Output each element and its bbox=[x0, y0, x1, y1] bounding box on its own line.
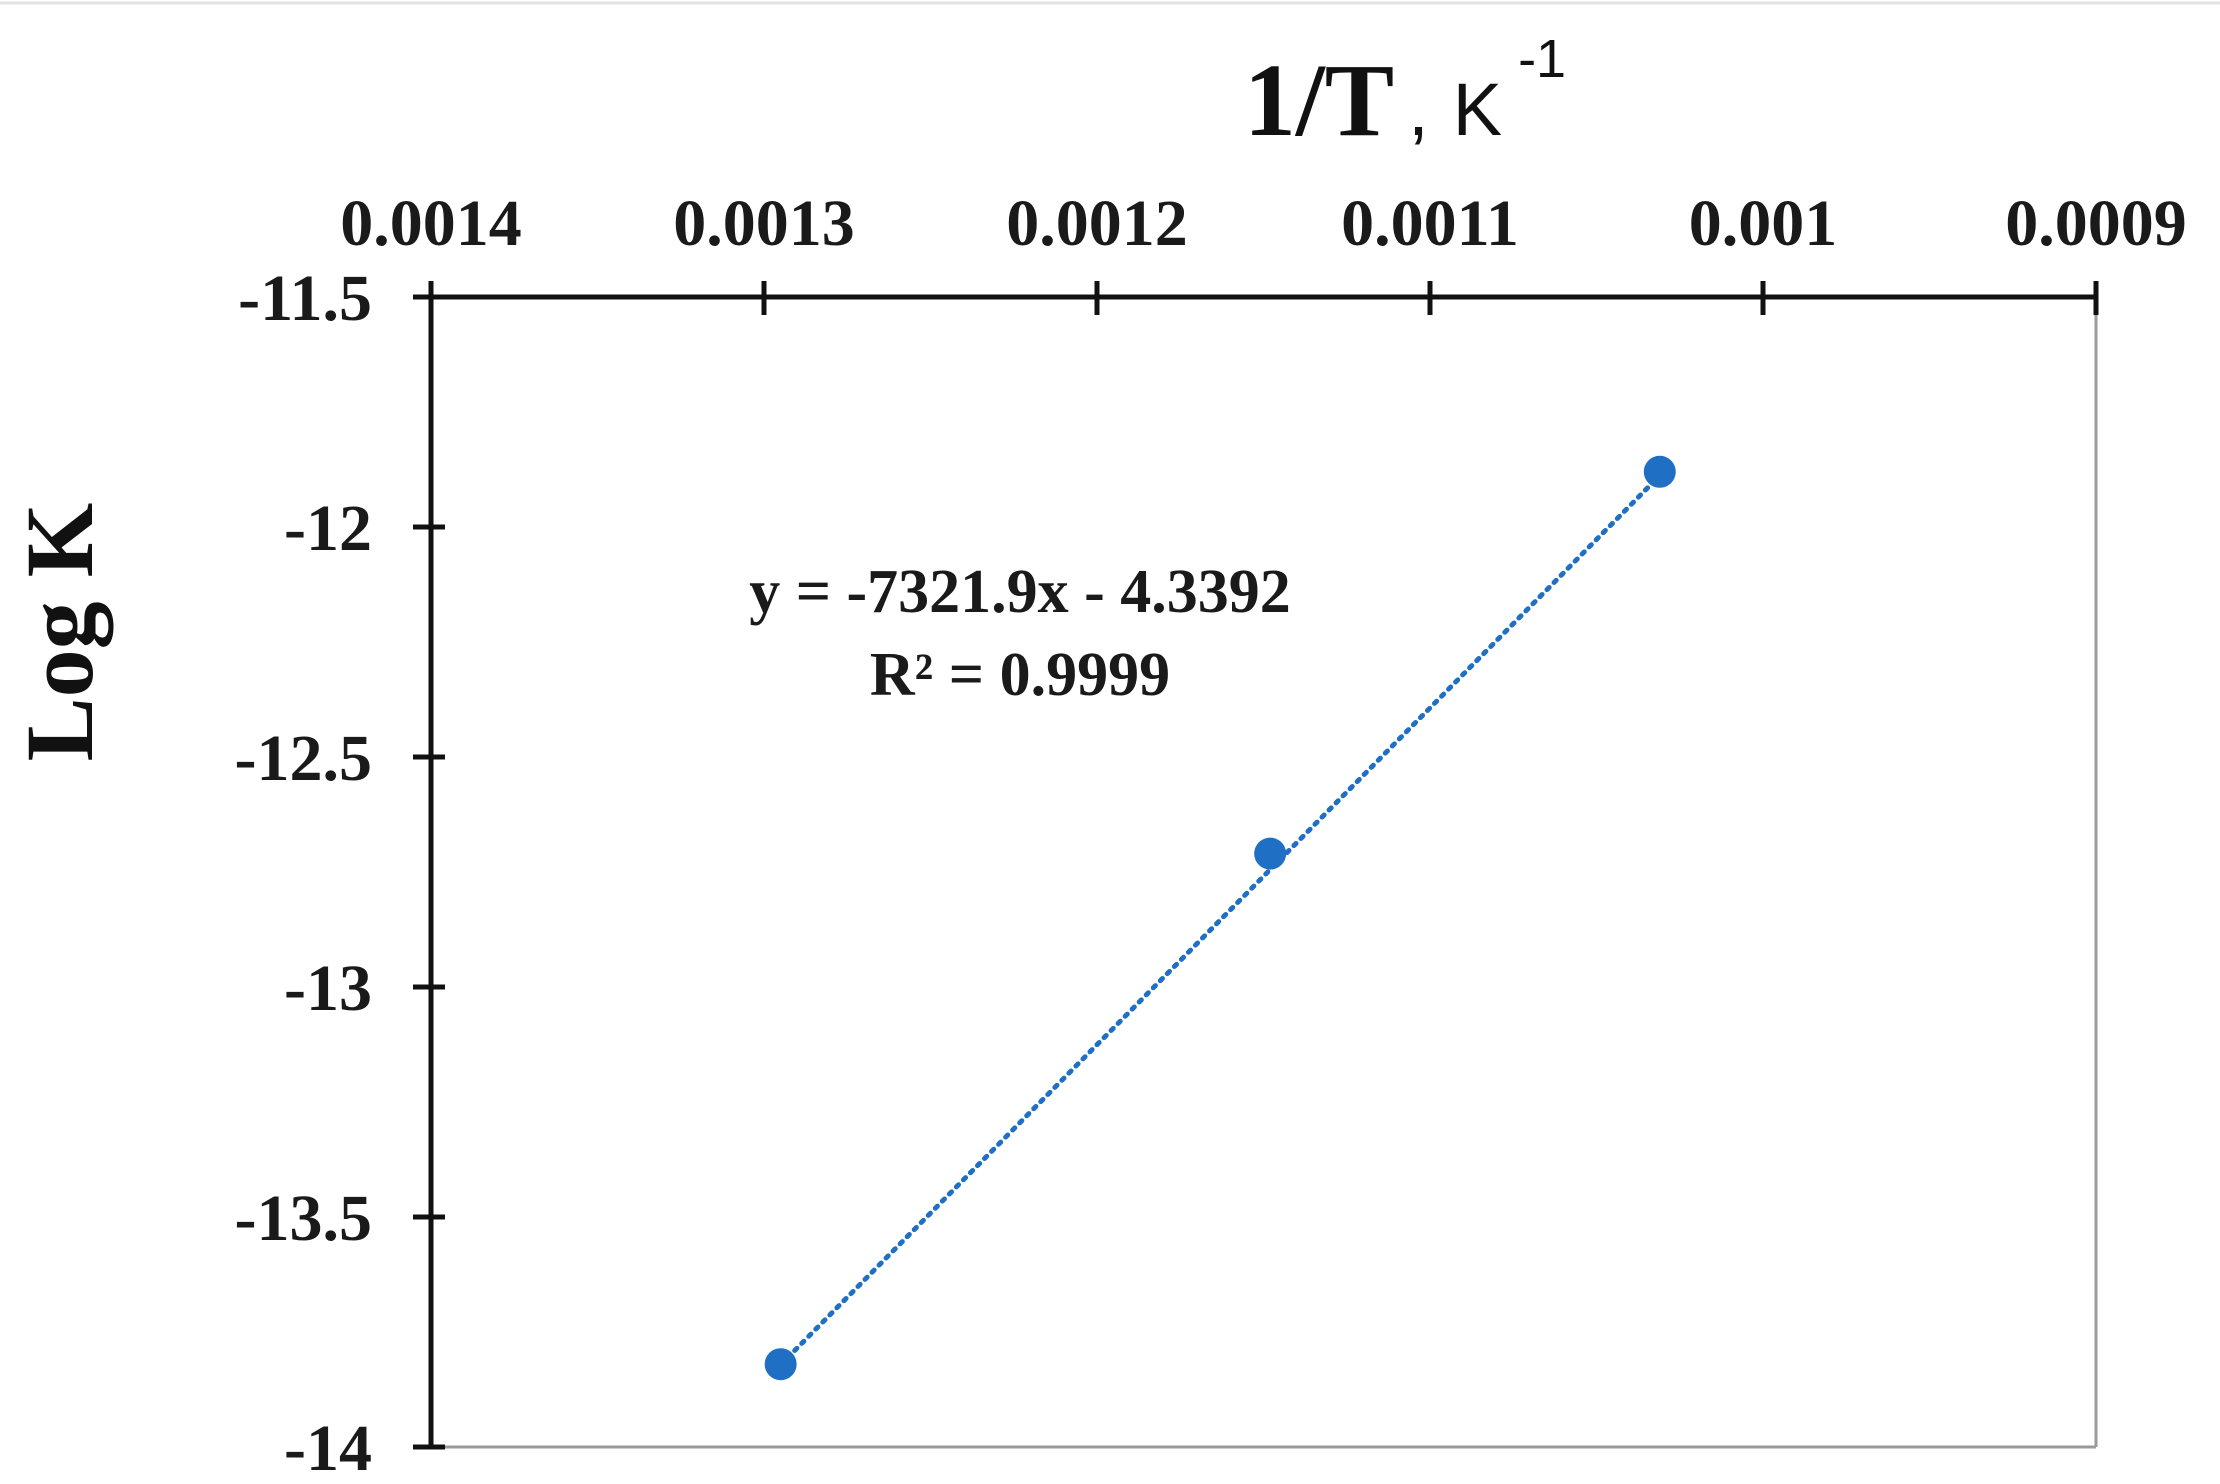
y-tick-label: -12 bbox=[284, 492, 372, 565]
x-tick-label: 0.0013 bbox=[673, 187, 855, 260]
y-tick-labels: -11.5 -12 -12.5 -13 -13.5 -14 bbox=[235, 262, 372, 1484]
y-tick-label: -14 bbox=[284, 1412, 372, 1484]
x-axis-title-unit: K bbox=[1453, 68, 1502, 151]
y-tick-label: -11.5 bbox=[238, 262, 372, 335]
x-axis-title: 1/T, K -1 bbox=[1244, 29, 1566, 158]
x-axis-title-exponent: -1 bbox=[1518, 29, 1566, 89]
data-point bbox=[1254, 837, 1287, 870]
x-tick-label: 0.001 bbox=[1689, 187, 1838, 260]
x-tick-labels: 0.0014 0.0013 0.0012 0.0011 0.001 0.0009 bbox=[340, 187, 2187, 260]
x-tick-label: 0.0011 bbox=[1341, 187, 1519, 260]
x-tick-label: 0.0012 bbox=[1006, 187, 1188, 260]
y-tick-marks bbox=[413, 294, 445, 1450]
x-tick-label: 0.0009 bbox=[2005, 187, 2187, 260]
x-tick-label: 0.0014 bbox=[340, 187, 522, 260]
y-tick-label: -12.5 bbox=[235, 722, 372, 795]
x-axis-title-main: 1/T bbox=[1244, 43, 1394, 158]
data-points bbox=[764, 455, 1676, 1381]
data-point bbox=[764, 1348, 797, 1381]
trendline bbox=[778, 473, 1663, 1368]
equation-label: y = -7321.9x - 4.3392 bbox=[749, 558, 1291, 626]
y-tick-label: -13.5 bbox=[235, 1182, 372, 1255]
r-squared-label: R² = 0.9999 bbox=[870, 641, 1170, 709]
data-point bbox=[1643, 455, 1676, 488]
x-axis-title-separator: , bbox=[1408, 68, 1429, 151]
y-tick-label: -13 bbox=[284, 952, 372, 1025]
trendline-group bbox=[778, 473, 1663, 1368]
y-axis-title: Log K bbox=[6, 503, 113, 762]
